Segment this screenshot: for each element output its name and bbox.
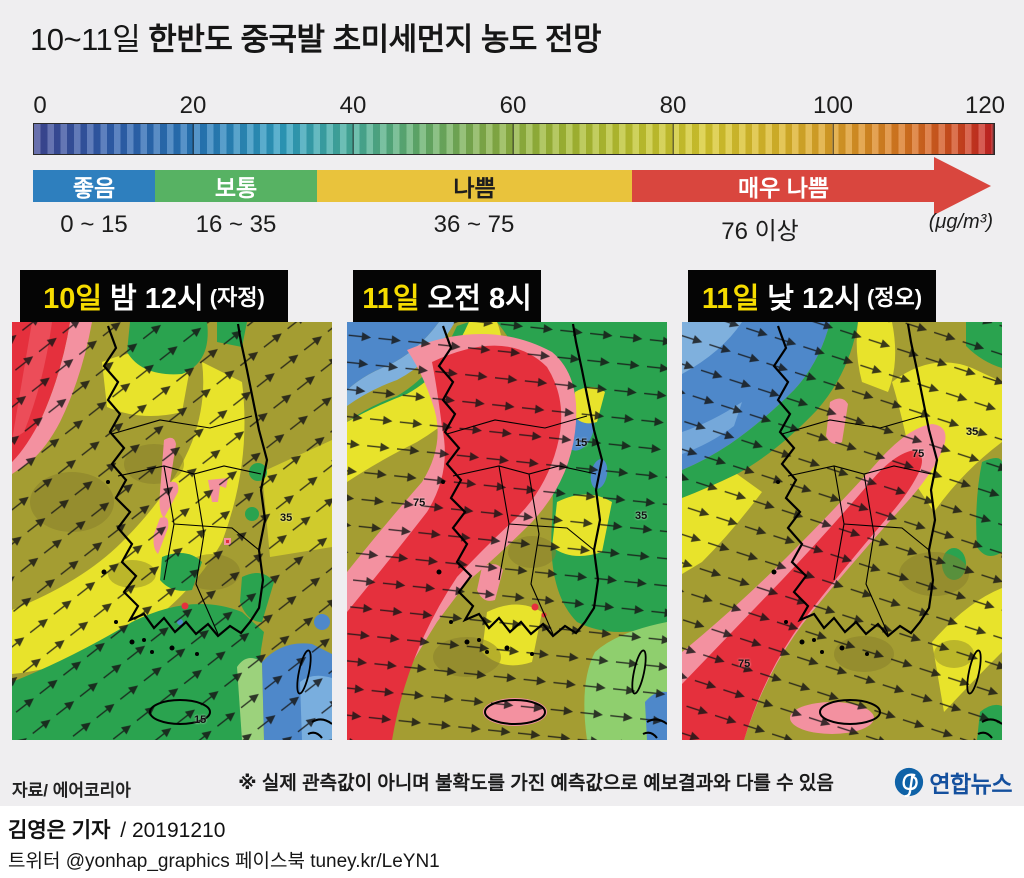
tick-0: 0 <box>33 92 47 119</box>
category-bad: 나쁨 <box>317 170 632 202</box>
reporter-name: 김영은 기자 <box>8 819 111 842</box>
publish-date: / 20191210 <box>120 819 226 842</box>
range-bad: 36 ~ 75 <box>433 211 515 238</box>
social-handles: 트위터 @yonhap_graphics 페이스북 tuney.kr/LeYN1 <box>8 851 440 872</box>
unit-label: (μg/m³) <box>928 211 993 233</box>
category-bad-label: 나쁨 <box>453 175 496 201</box>
category-normal-label: 보통 <box>214 175 258 201</box>
category-ranges: 0 ~ 15 16 ~ 35 36 ~ 75 76 이상 (μg/m³) <box>33 211 993 245</box>
map1-day: 10일 <box>43 283 103 315</box>
page-title: 10~11일 한반도 중국발 초미세먼지 농도 전망 <box>30 14 602 59</box>
contour-label: 35 <box>635 510 648 522</box>
category-verybad-label: 매우 나쁨 <box>737 175 830 201</box>
map3-time-label: 11일 낮 12시 (정오) <box>688 270 936 322</box>
contour-label: 35 <box>966 426 979 438</box>
data-source: 자료/ 에어코리아 <box>12 781 131 800</box>
category-normal: 보통 <box>155 170 317 202</box>
tick-80: 80 <box>659 92 687 119</box>
contour-label: 75 <box>738 658 751 670</box>
tick-40: 40 <box>339 92 367 119</box>
category-verybad: 매우 나쁨 <box>632 170 935 202</box>
weather-map-svg <box>682 322 1002 740</box>
category-bar: 좋음 보통 나쁨 매우 나쁨 <box>33 157 993 215</box>
tick-60: 60 <box>499 92 527 119</box>
category-good-label: 좋음 <box>72 175 116 201</box>
tick-20: 20 <box>179 92 207 119</box>
map2-time: 오전 8시 <box>427 283 532 315</box>
color-scale-bar <box>33 123 995 155</box>
scale-tick-labels: 0 20 40 60 80 100 120 <box>0 92 1024 119</box>
map1-time: 밤 12시 <box>110 283 204 315</box>
disclaimer-note: ※ 실제 관측값이 아니며 불확도를 가진 예측값으로 예보결과와 다를 수 있… <box>238 773 834 794</box>
yonhap-logo: 연합뉴스 <box>894 765 1012 799</box>
title-date-range: 10~11일 <box>30 22 141 57</box>
range-verybad: 76 이상 <box>721 218 799 245</box>
yonhap-logo-text: 연합뉴스 <box>929 771 1012 797</box>
byline-area: 김영은 기자 / 20191210 트위터 @yonhap_graphics 페… <box>0 806 1024 878</box>
arrow-right-icon <box>934 157 991 215</box>
forecast-map-day10-midnight: 35 15 <box>12 322 332 740</box>
category-good: 좋음 <box>33 170 155 202</box>
weather-map-svg <box>347 322 667 740</box>
map1-note: (자정) <box>209 285 265 310</box>
tick-120: 120 <box>964 92 1006 119</box>
map1-time-label: 10일 밤 12시 (자정) <box>20 270 288 322</box>
contour-label: 75 <box>912 448 925 460</box>
contour-label: 75 <box>413 497 426 509</box>
forecast-map-day11-8am: 75 15 35 <box>347 322 667 740</box>
map2-time-label: 11일 오전 8시 <box>353 270 541 322</box>
map3-day: 11일 <box>701 283 760 315</box>
contour-label: 15 <box>194 714 207 726</box>
tick-100: 100 <box>812 92 854 119</box>
map2-day: 11일 <box>362 283 420 315</box>
yonhap-logo-icon <box>895 767 924 797</box>
range-good: 0 ~ 15 <box>60 211 128 238</box>
map3-time: 낮 12시 <box>767 283 861 315</box>
title-main: 한반도 중국발 초미세먼지 농도 전망 <box>148 22 602 57</box>
contour-label: 15 <box>575 437 588 449</box>
map3-note: (정오) <box>866 285 923 310</box>
byline: 김영은 기자 / 20191210 <box>8 814 225 844</box>
forecast-map-day11-noon: 75 35 75 <box>682 322 1002 740</box>
weather-map-svg <box>12 322 332 740</box>
range-normal: 16 ~ 35 <box>195 211 277 238</box>
contour-label: 35 <box>280 512 293 524</box>
